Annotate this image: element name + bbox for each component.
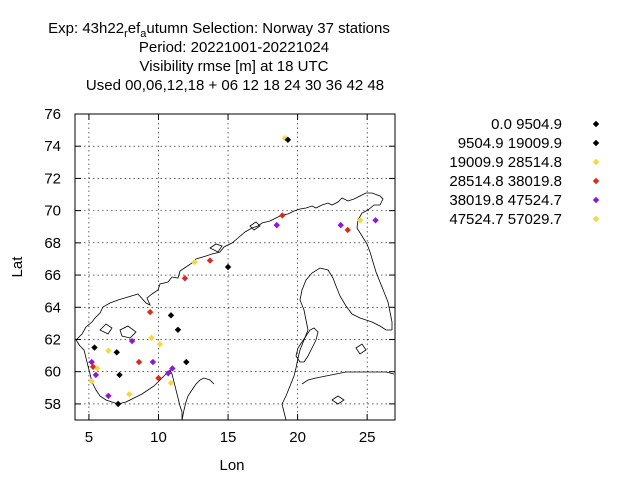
data-point bbox=[94, 365, 101, 372]
y-tick-label: 60 bbox=[44, 364, 61, 381]
data-point bbox=[344, 226, 351, 234]
data-point bbox=[92, 371, 100, 379]
data-point bbox=[372, 217, 379, 224]
chart-title-line-1: Exp: 43h22refautumn Selection: Norway 37… bbox=[48, 20, 390, 40]
data-point bbox=[284, 136, 292, 143]
data-point bbox=[181, 275, 189, 282]
data-point bbox=[156, 341, 164, 348]
data-point bbox=[91, 344, 98, 351]
grid bbox=[75, 113, 395, 420]
data-point bbox=[148, 334, 155, 342]
data-point bbox=[174, 326, 182, 334]
data-point bbox=[135, 358, 143, 366]
legend-marker bbox=[592, 120, 600, 128]
y-tick-label: 66 bbox=[44, 267, 61, 284]
y-tick-label: 72 bbox=[44, 170, 61, 187]
x-tick-label: 10 bbox=[150, 429, 167, 446]
data-point bbox=[126, 391, 133, 398]
x-tick-label: 20 bbox=[289, 429, 306, 446]
map-coastline bbox=[75, 192, 395, 420]
chart-title-line-4: Used 00,06,12,18 + 06 12 18 24 30 36 42 … bbox=[86, 77, 384, 94]
plot-frame bbox=[74, 113, 396, 421]
x-tick-label: 15 bbox=[220, 429, 237, 446]
data-point bbox=[169, 365, 176, 372]
data-point bbox=[167, 312, 175, 319]
data-point bbox=[183, 358, 190, 366]
y-tick-label: 58 bbox=[44, 396, 61, 413]
legend-label: 28514.8 38019.8 bbox=[449, 173, 562, 190]
y-tick-label: 64 bbox=[44, 299, 61, 316]
legend-marker bbox=[592, 177, 600, 185]
data-point bbox=[88, 378, 95, 385]
data-point bbox=[116, 371, 123, 379]
data-point bbox=[88, 358, 95, 366]
data-point bbox=[279, 212, 286, 219]
y-axis-label: Lat bbox=[9, 256, 26, 278]
y-tick-label: 62 bbox=[44, 331, 61, 348]
legend-marker bbox=[592, 196, 600, 204]
legend-marker bbox=[592, 139, 600, 147]
data-point bbox=[113, 349, 120, 356]
data-point bbox=[191, 258, 198, 266]
legend-marker bbox=[592, 158, 600, 166]
scatter-points bbox=[88, 134, 379, 408]
x-axis-label: Lon bbox=[219, 457, 244, 474]
x-tick-label: 5 bbox=[85, 429, 93, 446]
legend: 0.0 9504.9 9504.9 19009.9 19009.9 28514.8 2… bbox=[449, 116, 600, 228]
chart-title-line-3: Visibility rmse [m] at 18 UTC bbox=[140, 58, 329, 75]
chart-title-line-2: Period: 20221001-20221024 bbox=[139, 39, 329, 56]
y-tick-label: 68 bbox=[44, 235, 61, 252]
data-point bbox=[224, 263, 232, 271]
data-point bbox=[114, 400, 122, 408]
tick-labels: 5 10 15 20 25 58 60 62 64 66 68 70 72 74 76 bbox=[44, 106, 375, 446]
legend-marker bbox=[592, 215, 600, 223]
x-tick-label: 25 bbox=[359, 429, 376, 446]
y-tick-label: 74 bbox=[44, 138, 61, 155]
legend-label: 38019.8 47524.7 bbox=[449, 192, 562, 209]
data-point bbox=[357, 217, 364, 224]
data-point bbox=[146, 308, 154, 316]
data-point bbox=[281, 134, 289, 142]
data-point bbox=[105, 392, 112, 400]
y-tick-label: 70 bbox=[44, 203, 61, 220]
data-point bbox=[149, 358, 157, 366]
data-point bbox=[155, 374, 162, 382]
data-point bbox=[337, 221, 344, 229]
data-point bbox=[167, 379, 175, 387]
axis-ticks bbox=[75, 113, 395, 420]
data-point bbox=[273, 221, 280, 229]
data-point bbox=[128, 337, 136, 345]
data-point bbox=[165, 370, 172, 377]
legend-label: 0.0 9504.9 bbox=[491, 116, 562, 133]
legend-label: 47524.7 57029.7 bbox=[449, 211, 562, 228]
legend-label: 9504.9 19009.9 bbox=[458, 135, 562, 152]
data-point bbox=[206, 257, 214, 264]
y-tick-label: 76 bbox=[44, 106, 61, 123]
legend-label: 19009.9 28514.8 bbox=[449, 154, 562, 171]
data-point bbox=[105, 347, 112, 354]
